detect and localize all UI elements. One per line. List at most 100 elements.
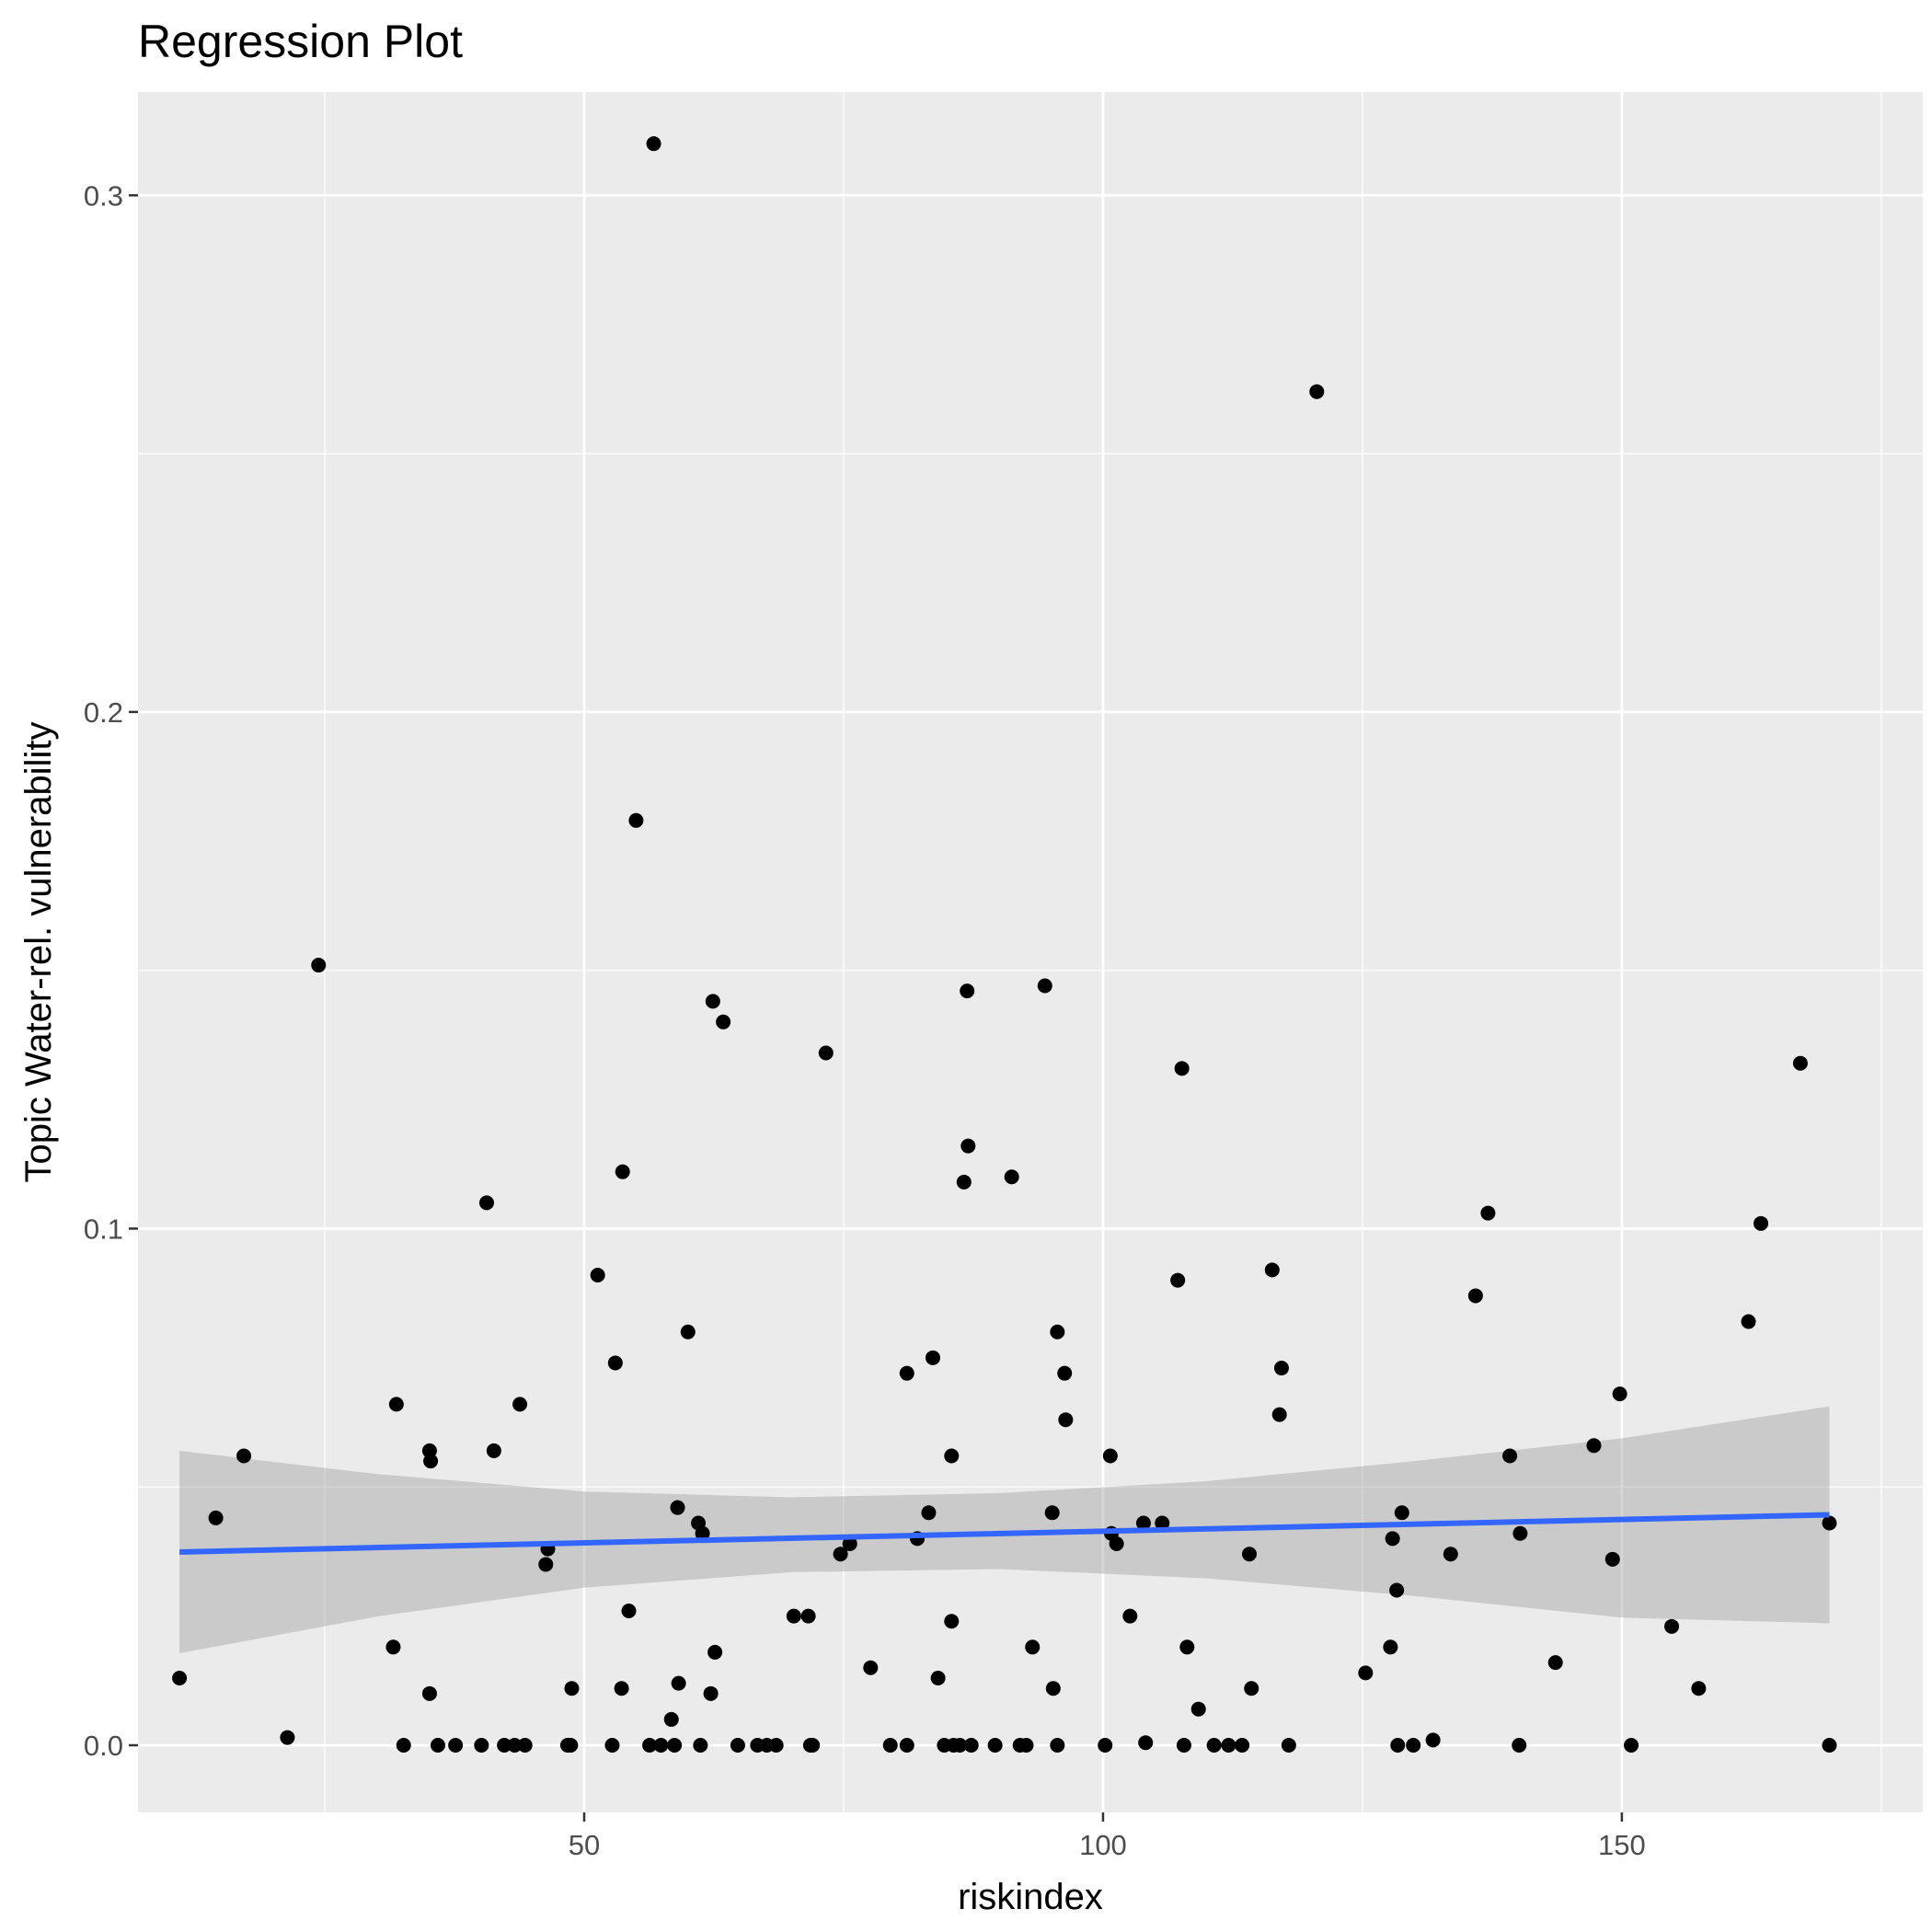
data-point [805,1737,821,1753]
data-point [1058,1412,1074,1428]
data-point [1754,1215,1769,1231]
data-point [1179,1639,1195,1655]
minor-gridlines [138,92,1923,1812]
data-point [1512,1525,1528,1541]
data-point [1018,1737,1034,1753]
data-point [236,1448,252,1464]
data-point [1170,1272,1186,1288]
data-point [507,1737,523,1753]
data-point [396,1737,411,1753]
data-point [1383,1639,1398,1655]
y-tick-label: 0.3 [84,179,123,212]
data-point [944,1448,960,1464]
data-point [925,1350,940,1365]
data-point [642,1737,658,1753]
data-point [707,1644,723,1660]
data-point [1098,1737,1113,1753]
data-point [1273,1361,1289,1376]
data-point [1612,1386,1627,1402]
data-point [1135,1515,1151,1531]
data-point [646,136,661,152]
x-tick-label: 100 [1079,1829,1127,1861]
data-point [693,1737,708,1753]
data-point [474,1737,489,1753]
data-point [921,1505,937,1521]
data-point [421,1685,437,1701]
data-point [705,994,720,1009]
data-point [882,1737,898,1753]
data-point [1467,1288,1483,1304]
data-point [963,1737,979,1753]
data-point [960,983,975,999]
data-point [1547,1655,1563,1671]
data-point [604,1737,620,1753]
data-point [1792,1055,1808,1071]
data-point [208,1510,224,1525]
data-point [671,1675,686,1691]
data-point [1241,1547,1257,1562]
data-point [730,1737,745,1753]
data-point [1174,1061,1190,1076]
data-point [1425,1732,1441,1748]
chart-title: Regression Plot [138,16,463,67]
y-axis-ticks: 0.0 0.1 0.2 0.3 [84,179,138,1762]
data-point [1206,1737,1222,1753]
data-point [695,1525,710,1541]
data-point [517,1737,533,1753]
regression-line [179,1512,1830,1555]
data-point [1664,1618,1680,1634]
data-point [388,1397,404,1412]
data-point [563,1737,579,1753]
data-point [944,1614,960,1629]
data-point [430,1737,445,1753]
data-point [621,1603,637,1618]
data-point [899,1737,914,1753]
data-point [1512,1737,1527,1753]
y-tick-label: 0.0 [84,1730,123,1762]
data-point [607,1355,623,1371]
data-point [1502,1448,1518,1464]
data-point [1480,1205,1496,1221]
data-point [512,1397,528,1412]
data-point [1109,1535,1124,1551]
plot-panel [138,92,1923,1812]
data-point [1406,1737,1421,1753]
data-point [930,1670,946,1685]
data-point [385,1639,401,1655]
confidence-band [179,1406,1830,1654]
data-point [1045,1681,1061,1696]
data-point [1050,1737,1065,1753]
data-point [786,1608,801,1624]
data-point [960,1138,976,1154]
data-point [952,1737,968,1753]
data-points [172,136,1837,1753]
data-point [1176,1737,1191,1753]
data-point [1604,1551,1620,1567]
data-point [1044,1505,1060,1521]
data-point [663,1711,679,1727]
data-point [628,812,644,828]
data-point [1586,1438,1602,1454]
data-point [863,1660,879,1675]
data-point [899,1365,914,1381]
data-point [311,958,327,973]
data-point [1358,1665,1374,1681]
data-point [615,1164,630,1179]
data-point [590,1267,605,1282]
data-point [987,1737,1003,1753]
data-point [1190,1701,1206,1717]
data-point [956,1174,972,1190]
data-point [768,1737,784,1753]
data-point [1155,1515,1170,1531]
data-point [1822,1515,1837,1531]
data-point [1389,1582,1405,1598]
data-point [1102,1448,1118,1464]
data-point [833,1547,848,1562]
data-point [818,1045,834,1061]
data-point [703,1685,719,1701]
y-axis-title: Topic Water-rel. vulnerability [18,722,59,1183]
x-axis-ticks: 50 100 150 [569,1812,1646,1861]
data-point [1309,384,1325,399]
data-point [670,1500,685,1515]
